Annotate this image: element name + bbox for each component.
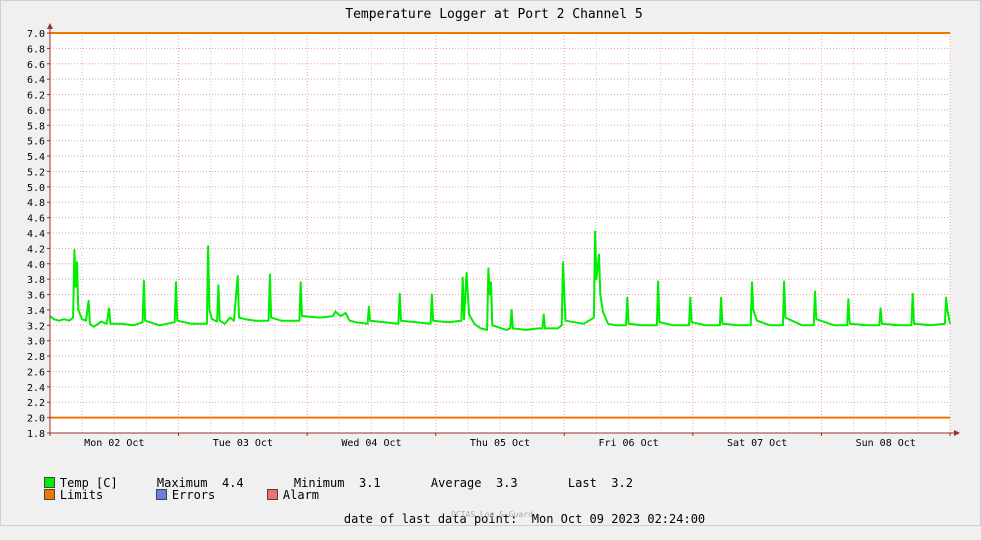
y-tick-label: 3.4	[27, 306, 45, 317]
y-tick-label: 5.8	[27, 121, 45, 132]
y-tick-label: 5.0	[27, 183, 45, 194]
alarm-swatch	[266, 489, 278, 500]
plot-area: 1.8 2.0 2.2 2.4 2.6 2.8 3.0 3.2 3.4 3.6 3.8 4.0 4.2 4…	[27, 23, 960, 449]
y-tick-label: 6.8	[27, 44, 45, 55]
y-tick-label: 3.0	[27, 337, 45, 348]
last-data-point-label: date of last data point:	[343, 512, 518, 526]
y-tick-label: 6.0	[27, 106, 45, 117]
y-tick-label: 3.2	[27, 321, 45, 332]
temp-swatch	[43, 477, 55, 488]
errors-label: Errors	[171, 488, 216, 502]
y-axis-arrow	[47, 23, 53, 29]
minimum-label: Minimum	[293, 476, 345, 490]
x-tick-label: Tue 03 Oct	[213, 438, 273, 449]
y-tick-label: 5.2	[27, 167, 45, 178]
chart-panel: Temperature Logger at Port 2 Channel 5 1…	[0, 0, 981, 526]
temperature-chart: Temperature Logger at Port 2 Channel 5 1…	[0, 0, 981, 526]
temp-label: Temp [C]	[59, 476, 118, 490]
legend-temp: Temp [C]	[15, 462, 118, 504]
minimum-value: 3.1	[358, 476, 381, 490]
y-tick-label: 6.4	[27, 75, 45, 86]
last-label: Last	[567, 476, 597, 490]
y-tick-label: 6.6	[27, 60, 45, 71]
legend-last: Last 3.2	[539, 462, 633, 504]
legend-average: Average 3.3	[402, 462, 518, 504]
limits-label: Limits	[59, 488, 104, 502]
last-data-point: date of last data point: Mon Oct 09 2023…	[315, 498, 705, 540]
y-tick-label: 6.2	[27, 91, 45, 102]
x-tick-label: Thu 05 Oct	[470, 438, 530, 449]
maximum-label: Maximum	[156, 476, 208, 490]
legend-alarm: Alarm	[238, 474, 319, 516]
x-tick-label: Fri 06 Oct	[598, 438, 658, 449]
y-tick-label: 4.4	[27, 229, 45, 240]
last-value: 3.2	[611, 476, 633, 490]
x-tick-label: Wed 04 Oct	[341, 438, 401, 449]
limits-swatch	[43, 489, 55, 500]
y-tick-label: 2.4	[27, 383, 45, 394]
chart-title: Temperature Logger at Port 2 Channel 5	[345, 7, 642, 22]
x-tick-label: Mon 02 Oct	[84, 438, 144, 449]
legend-maximum: Maximum 4.4	[128, 462, 244, 504]
temp-series-line	[49, 230, 951, 331]
errors-swatch	[155, 489, 167, 500]
average-label: Average	[430, 476, 482, 490]
y-tick-label: 4.8	[27, 198, 45, 209]
y-tick-label: 2.6	[27, 367, 45, 378]
y-tick-label: 2.2	[27, 398, 45, 409]
y-tick-label: 5.4	[27, 152, 45, 163]
alarm-label: Alarm	[282, 488, 320, 502]
y-tick-label: 2.0	[27, 414, 45, 425]
x-axis-arrow	[954, 430, 960, 436]
legend-errors: Errors	[127, 474, 215, 516]
legend-limits: Limits	[15, 474, 103, 516]
maximum-value: 4.4	[221, 476, 244, 490]
y-tick-label: 4.2	[27, 244, 45, 255]
y-tick-label: 7.0	[27, 29, 45, 40]
y-tick-label: 5.6	[27, 137, 45, 148]
y-tick-label: 3.6	[27, 291, 45, 302]
x-tick-label: Sun 08 Oct	[856, 438, 916, 449]
y-tick-label: 3.8	[27, 275, 45, 286]
y-tick-label: 1.8	[27, 429, 45, 440]
y-tick-label: 4.6	[27, 214, 45, 225]
y-tick-label: 4.0	[27, 260, 45, 271]
x-tick-label: Sat 07 Oct	[727, 438, 787, 449]
average-value: 3.3	[495, 476, 518, 490]
legend-minimum: Minimum 3.1	[265, 462, 381, 504]
last-data-point-value: Mon Oct 09 2023 02:24:00	[531, 512, 706, 526]
brand-watermark: OCTAS Log & Guard	[451, 510, 533, 519]
y-tick-label: 2.8	[27, 352, 45, 363]
